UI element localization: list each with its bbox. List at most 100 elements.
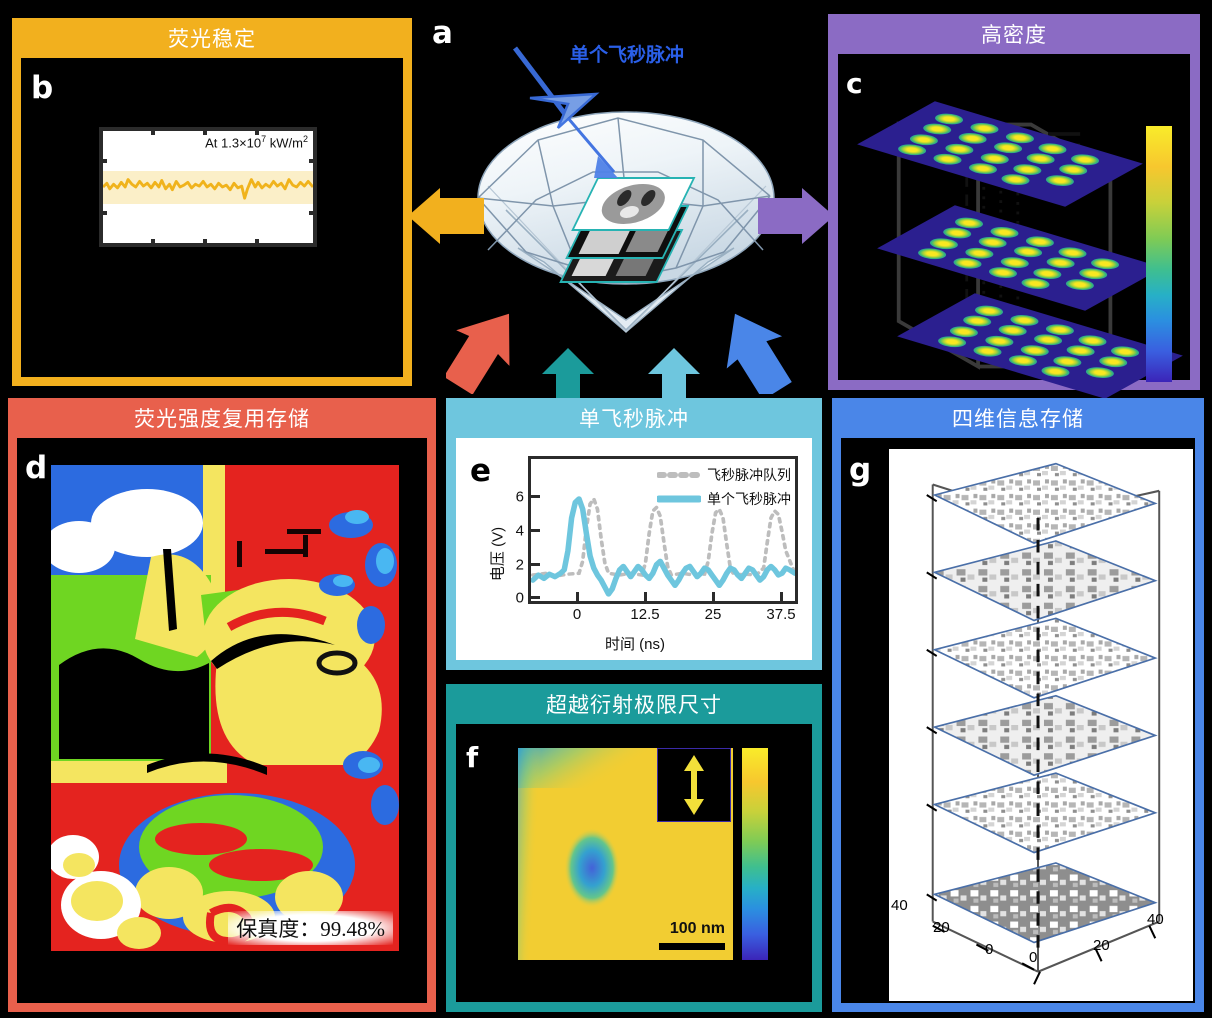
tick (309, 159, 315, 163)
panel-f-heatmap: 100 nm (518, 748, 733, 960)
panel-g-ytick-20: 20 (933, 919, 950, 936)
panel-b-letter: b (31, 70, 54, 106)
panel-e-legend-item-train: 飞秒脉冲队列 (657, 465, 791, 485)
tick (203, 129, 207, 135)
panel-g-layer-4 (932, 694, 1158, 777)
arrow-to-panel-d (446, 313, 510, 394)
panel-e-legend-item-single: 单个飞秒脉冲 (657, 489, 791, 509)
panel-e-ytick-0: 0 (515, 589, 524, 607)
arrow-to-panel-c (758, 188, 834, 244)
tick (309, 211, 315, 215)
panel-b-title: 荧光稳定 (12, 18, 412, 58)
arrow-to-panel-g (726, 313, 792, 394)
panel-a-graphics (477, 46, 775, 333)
panel-e-xtick-125: 12.5 (630, 606, 660, 623)
panel-e-xtick-0: 0 (572, 606, 582, 623)
panel-e-single-pulse: 单飞秒脉冲 e 0 2 4 6 0 12.5 25 (446, 398, 822, 670)
panel-e-series (531, 494, 795, 597)
panel-c-colorbar (1146, 126, 1172, 382)
panel-c-title: 高密度 (828, 14, 1200, 54)
tick (576, 592, 579, 601)
panel-c-stack (842, 64, 1186, 399)
panel-e-xtick-375: 37.5 (766, 606, 796, 623)
panel-e-xtick-25: 25 (704, 606, 722, 623)
panel-b-annotation: At 1.3×107 kW/m2 (205, 134, 308, 150)
panel-e-ytick-2: 2 (515, 556, 524, 574)
panel-g-letter: g (849, 452, 872, 488)
arrow-to-panel-b (408, 188, 484, 244)
panel-f-sub-diffraction: 超越衍射极限尺寸 f (446, 684, 822, 1012)
panel-e-chart: 0 2 4 6 0 12.5 25 37.5 飞秒脉冲队列 单个飞秒脉冲 电压 … (464, 452, 806, 656)
double-arrow-icon (684, 755, 704, 815)
panel-g-3d-plot: 40 20 0 0 20 40 (889, 449, 1193, 1001)
tick (101, 159, 107, 163)
tick (255, 239, 259, 245)
panel-b-ann-exp: 7 (261, 134, 267, 144)
panel-f-colorbar (742, 748, 768, 960)
panel-d-fidelity-label: 保真度： (236, 917, 321, 941)
panel-g-ytick-40: 40 (891, 897, 908, 914)
panel-g-layer-2 (932, 540, 1158, 622)
panel-e-legend-label-single: 单个飞秒脉冲 (707, 491, 791, 507)
panel-e-xlabel: 时间 (ns) (604, 636, 666, 653)
panel-d-intensity-multiplexed-storage: 荧光强度复用存储 d (8, 398, 436, 1012)
panel-b-trace (103, 178, 313, 200)
panel-c-high-density: 高密度 c (828, 14, 1200, 399)
panel-g-xtick-20: 20 (1093, 937, 1110, 954)
panel-g-layer-6 (932, 862, 1158, 944)
panel-d-fidelity-value: 99.48% (320, 917, 385, 941)
panel-e-ytick-4: 4 (515, 522, 524, 540)
panel-f-scalebar-label: 100 nm (669, 920, 725, 937)
panel-a-letter: a (432, 15, 453, 51)
panel-d-title: 荧光强度复用存储 (8, 398, 436, 438)
panel-g-graphics (889, 449, 1193, 1001)
tick (531, 529, 540, 532)
tick (531, 596, 540, 599)
panel-b-ann-unit-exp: 2 (302, 134, 308, 144)
tick (101, 211, 107, 215)
arrow-to-panel-e (542, 348, 594, 408)
panel-g-xtick-0: 0 (1029, 949, 1038, 966)
tick (712, 592, 715, 601)
legend-solid-swatch (657, 495, 701, 503)
panel-f-scalebar (659, 943, 725, 950)
tick (151, 239, 155, 245)
panel-g-title: 四维信息存储 (832, 398, 1204, 438)
panel-b-plot: At 1.3×107 kW/m2 (99, 127, 317, 247)
femtosecond-pulse-arrow (513, 46, 618, 178)
panel-e-ytick-6: 6 (515, 488, 524, 506)
panel-c-letter: c (846, 67, 863, 100)
stored-image-layers (559, 177, 696, 283)
tick (203, 239, 207, 245)
panel-d-letter: d (25, 450, 48, 486)
panel-d-reconstructed-image: 保真度：99.48% (51, 465, 399, 951)
tick (531, 563, 540, 566)
panel-g-layer-1 (932, 462, 1158, 544)
tick (151, 129, 155, 135)
panel-f-title: 超越衍射极限尺寸 (446, 684, 822, 724)
legend-dotted-swatch (657, 472, 701, 478)
panel-b-ann-suffix: kW/m (266, 135, 303, 151)
panel-e-ylabel: 电压 (V) (489, 526, 507, 582)
panel-d-artwork (51, 465, 399, 951)
panel-e-title: 单飞秒脉冲 (446, 398, 822, 438)
tick (531, 495, 540, 498)
panel-e-axes: 0 2 4 6 0 12.5 25 37.5 飞秒脉冲队列 单个飞秒脉冲 (516, 456, 798, 623)
panel-d-fidelity: 保真度：99.48% (228, 911, 393, 945)
arrow-to-panel-f (648, 348, 700, 408)
panel-e-letter: e (470, 453, 492, 489)
panel-g-4d-storage: 四维信息存储 g (832, 398, 1204, 1012)
panel-g-xtick-40: 40 (1147, 911, 1164, 928)
panel-g-layer-3 (932, 617, 1158, 699)
panel-g-layer-5 (932, 772, 1158, 854)
panel-g-ytick-0: 0 (985, 941, 994, 958)
tick (780, 592, 783, 601)
panel-f-polarization-inset (657, 748, 731, 822)
panel-a-pulse-annotation: 单个飞秒脉冲 (570, 44, 685, 66)
panel-f-letter: f (466, 741, 479, 774)
panel-b-fluorescence-stability: 荧光稳定 b At 1.3×107 kW/m2 (12, 18, 412, 386)
panel-b-ann-prefix: At 1.3×10 (205, 135, 262, 151)
panel-e-legend-label-train: 飞秒脉冲队列 (707, 467, 791, 483)
panel-a-schematic: a 单个飞秒脉冲 (408, 0, 834, 408)
tick (644, 592, 647, 601)
